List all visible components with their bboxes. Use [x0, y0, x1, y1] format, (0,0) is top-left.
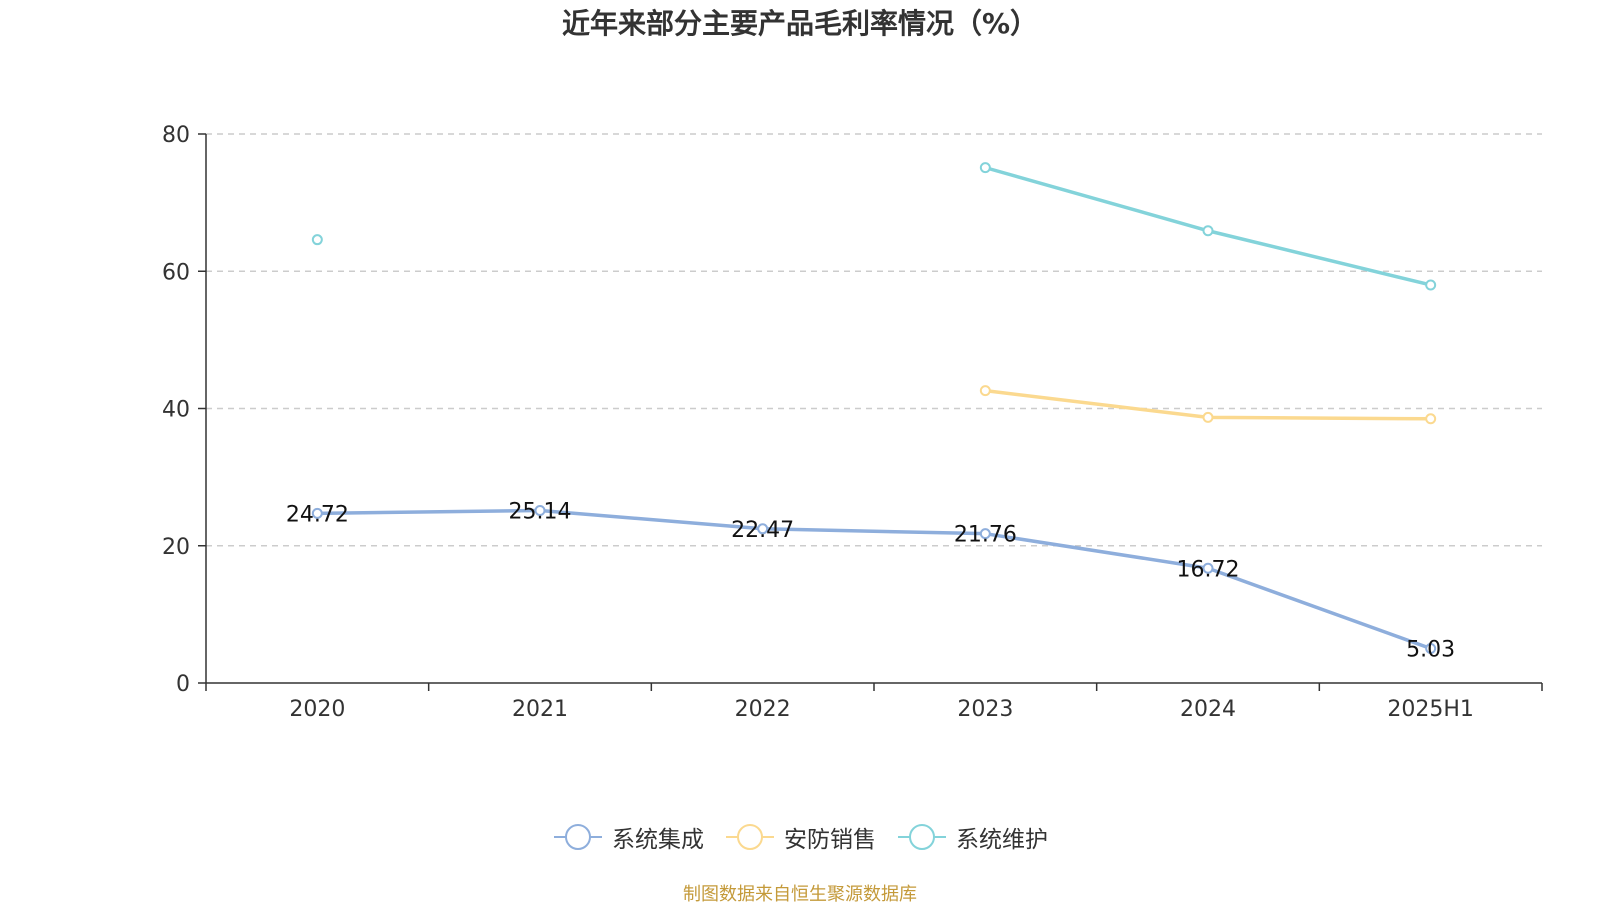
data-point [979, 528, 991, 540]
data-label: 16.72 [1177, 557, 1240, 582]
data-point [1425, 642, 1437, 654]
legend: 系统集成 安防销售 系统维护 [0, 820, 1600, 854]
data-point [1425, 413, 1437, 425]
data-point [1202, 225, 1214, 237]
data-label: 24.72 [286, 502, 349, 527]
x-tick-label: 2020 [289, 697, 345, 722]
data-point [534, 504, 546, 516]
data-labels: 24.72 25.14 22.47 21.76 16.72 5.03 [286, 499, 1455, 662]
data-point [1202, 562, 1214, 574]
data-point [311, 507, 323, 519]
chart-title: 近年来部分主要产品毛利率情况（%） [561, 7, 1039, 40]
y-tick-label: 80 [162, 123, 190, 148]
legend-circle [565, 824, 591, 850]
legend-circle [737, 824, 763, 850]
data-point [979, 385, 991, 397]
grid-lines [206, 133, 1542, 547]
legend-item[interactable]: 系统维护 [896, 820, 1048, 854]
y-tick-label: 20 [162, 535, 190, 560]
y-tick-label: 40 [162, 398, 190, 423]
y-tick-label: 0 [176, 672, 190, 697]
legend-swatch-icon [898, 824, 946, 850]
legend-item[interactable]: 安防销售 [724, 820, 876, 854]
data-label: 5.03 [1406, 637, 1455, 662]
data-point [979, 162, 991, 174]
data-label: 22.47 [731, 518, 794, 543]
data-point [1425, 279, 1437, 291]
x-tick-label: 2025H1 [1387, 697, 1474, 722]
x-tick-label: 2022 [735, 697, 791, 722]
series-3 [311, 162, 1437, 291]
legend-circle [909, 824, 935, 850]
data-point [311, 234, 323, 246]
legend-swatch-icon [726, 824, 774, 850]
legend-swatch-icon [554, 824, 602, 850]
series-lines [311, 162, 1437, 654]
x-tick-label: 2021 [512, 697, 568, 722]
x-tick-label: 2024 [1180, 697, 1236, 722]
series-line [315, 508, 1433, 651]
legend-label: 系统集成 [612, 827, 704, 853]
data-label: 25.14 [509, 499, 572, 524]
y-tick-label: 60 [162, 260, 190, 285]
x-tick-label: 2023 [957, 697, 1013, 722]
series-2 [979, 385, 1437, 425]
data-point [757, 523, 769, 535]
legend-item[interactable]: 系统集成 [552, 820, 704, 854]
axes: 0 20 40 60 80 2020 2021 2022 2023 2024 2025H1 [162, 123, 1543, 722]
data-label: 21.76 [954, 523, 1017, 548]
legend-label: 安防销售 [784, 827, 876, 853]
source-note: 制图数据来自恒生聚源数据库 [683, 884, 917, 905]
data-point [1202, 411, 1214, 423]
legend-label: 系统维护 [956, 827, 1048, 853]
series-1 [311, 504, 1437, 654]
